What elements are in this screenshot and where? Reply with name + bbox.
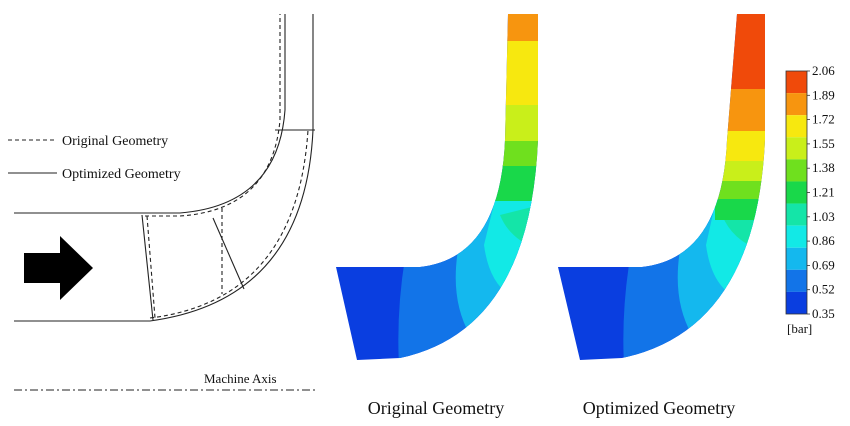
legend-optimized-label: Optimized Geometry [62,167,181,182]
optimized-panel-caption: Optimized Geometry [583,398,735,418]
colorbar: 2.06 1.89 1.72 1.55 1.38 1.21 1.03 0.86 0.69 0.52… [785,63,835,321]
optimized-shroud-line [14,14,286,214]
colorbar-segment [786,225,807,248]
machine-axis-label: Machine Axis [204,371,277,386]
colorbar-tick-label: 1.55 [812,136,835,151]
original-pressure-field [336,14,538,360]
leading-edge-solid [141,214,154,321]
colorbar-tick-label: 0.52 [812,282,835,297]
legend-original-label: Original Geometry [62,134,168,149]
colorbar-tick-label: 0.69 [812,257,835,272]
colorbar-segment [786,291,807,314]
colorbar-segment [786,115,807,138]
colorbar-tick-label: 0.86 [812,233,835,248]
colorbar-segment [786,159,807,182]
optimized-pressure-field [558,14,765,360]
colorbar-tick-label: 1.03 [812,209,835,224]
colorbar-unit-label: [bar] [787,321,812,336]
geometry-sketch [14,14,315,322]
colorbar-segment [786,269,807,292]
trailing-edge-solid [212,217,245,290]
optimized-hub-line [14,14,314,322]
colorbar-segment [786,71,807,94]
colorbar-tick-label: 1.89 [812,87,835,102]
colorbar-tick-label: 1.38 [812,160,835,175]
colorbar-tick-label: 0.35 [812,306,835,321]
colorbar-tick-label: 1.21 [812,185,835,200]
colorbar-segment [786,93,807,116]
leading-edge-dashed [146,215,156,319]
original-shroud-line [145,14,281,217]
flow-direction-arrow-icon [24,236,93,300]
colorbar-segment [786,203,807,226]
colorbar-segment [786,181,807,204]
original-hub-line [149,129,309,319]
colorbar-segment [786,137,807,160]
colorbar-tick-label: 1.72 [812,112,835,127]
legend: Original Geometry Optimized Geometry [8,134,181,182]
colorbar-segment [786,247,807,270]
original-panel-caption: Original Geometry [368,398,504,418]
colorbar-tick-label: 2.06 [812,63,835,78]
